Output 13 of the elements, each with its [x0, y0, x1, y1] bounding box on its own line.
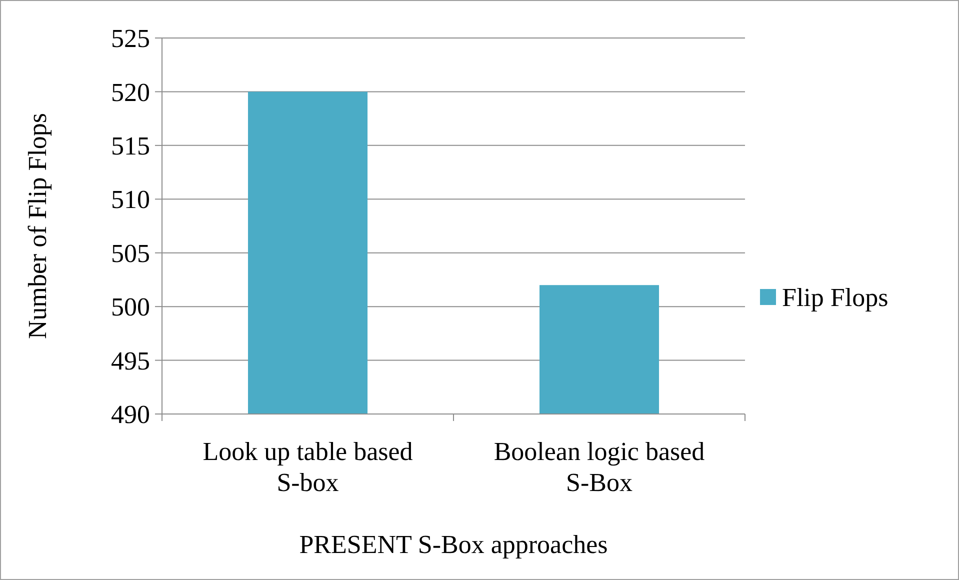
x-tick-label: Boolean logic based S-Box [494, 437, 705, 497]
y-axis-title: Number of Flip Flops [23, 112, 52, 340]
y-tick-label: 510 [111, 185, 150, 214]
y-tick-label: 495 [111, 346, 150, 376]
x-tick-label: Look up table based S-box [202, 437, 413, 497]
y-tick-label: 490 [111, 400, 150, 430]
y-tick-label: 500 [111, 292, 150, 322]
y-tick-label: 520 [111, 78, 150, 107]
legend-label: Flip Flops [782, 283, 888, 312]
y-tick-label: 505 [111, 238, 150, 268]
x-axis-title: PRESENT S-Box approaches [299, 530, 608, 559]
y-tick-label: 515 [111, 132, 150, 161]
y-tick-label: 525 [111, 24, 150, 54]
